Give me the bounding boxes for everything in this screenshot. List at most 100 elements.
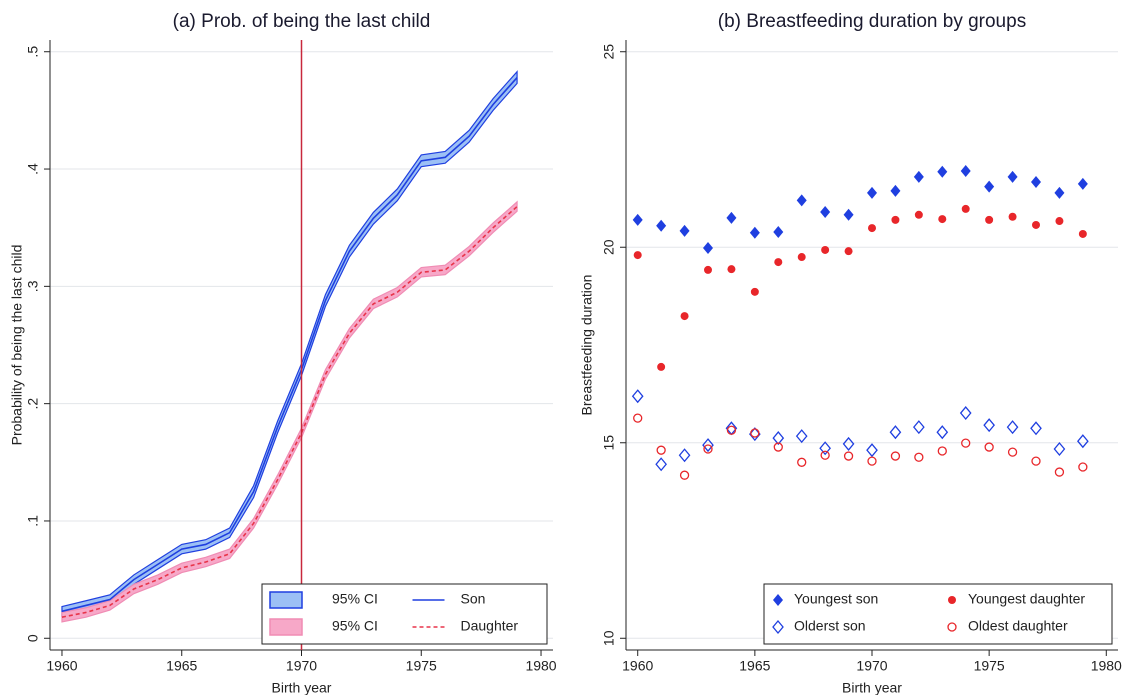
marker [821,245,830,254]
y-tick-label: 25 [601,44,617,60]
marker [890,451,901,461]
marker [750,287,759,296]
marker [1030,421,1042,436]
marker [680,312,689,321]
marker [773,225,784,238]
marker [866,443,878,458]
marker [656,219,667,232]
marker [819,441,831,456]
marker [961,438,971,448]
marker [937,446,947,456]
legend: Youngest son Youngest daughter Olderst son… [763,583,1113,645]
y-tick-label: 20 [601,239,617,255]
y-tick-label: .1 [25,515,41,527]
x-tick-label: 1965 [166,658,197,674]
marker [889,425,902,440]
marker [1006,420,1019,435]
x-tick-label: 1980 [1091,658,1122,674]
marker [727,265,736,274]
marker [890,184,901,197]
marker [1053,441,1066,457]
marker [1055,217,1064,226]
chart-title: (b) Breastfeeding duration by groups [718,11,1026,32]
x-tick-label: 1975 [406,658,437,674]
marker [1007,447,1018,457]
marker [678,448,691,463]
legend-swatch [948,596,956,604]
marker [1031,175,1041,188]
marker [937,165,948,178]
y-tick-label: 15 [601,435,617,451]
marker [961,204,970,213]
marker [844,247,853,256]
marker [631,389,644,404]
y-axis-label: Breastfeeding duration [579,275,595,416]
marker [774,258,783,267]
x-tick-label: 1960 [622,658,653,674]
marker [797,253,806,262]
marker [984,180,995,193]
ci-band [61,200,518,623]
marker [655,457,667,472]
legend-label: Youngest daughter [968,591,1085,607]
marker [702,438,714,453]
legend-label: Oldest daughter [968,618,1068,634]
marker [820,450,830,460]
marker [938,215,947,224]
marker [679,224,690,237]
marker [985,215,994,224]
marker [772,431,785,446]
chart-title: (a) Prob. of being the last child [173,11,431,32]
marker [1078,462,1088,472]
legend-box [261,583,548,645]
y-tick-label: .2 [25,398,41,410]
legend-swatch [772,619,784,635]
legend-swatch [269,618,303,636]
x-tick-label: 1970 [286,658,317,674]
legend-swatch [269,591,303,609]
marker [633,413,643,423]
legend-swatch [773,594,783,606]
legend-box [763,583,1113,645]
y-tick-label: 0 [25,634,41,642]
marker [842,436,855,451]
marker [749,226,760,239]
marker [1054,467,1065,477]
marker [936,425,949,440]
legend-swatch [947,622,957,632]
marker [1008,212,1017,221]
marker [1054,186,1065,199]
marker [959,406,972,421]
marker [913,420,925,435]
y-axis-label: Probability of being the last child [9,245,25,446]
marker [867,186,877,199]
x-tick-label: 1960 [46,658,77,674]
x-tick-label: 1980 [525,658,556,674]
legend: 95% CI Son 95% CI Daughter [261,583,548,645]
marker [656,445,666,455]
y-tick-label: .5 [25,46,41,58]
x-tick-label: 1965 [739,658,770,674]
marker [632,213,643,226]
marker [868,224,876,233]
marker [914,210,923,219]
marker [913,170,924,183]
marker [1007,170,1018,183]
marker [960,164,971,177]
marker [726,425,737,435]
marker [1078,229,1087,238]
x-axis-label: Birth year [842,680,902,695]
marker [750,428,760,438]
x-tick-label: 1975 [974,658,1005,674]
marker [703,444,713,454]
legend-label: Son [461,591,486,607]
panel: (a) Prob. of being the last child 0 .1 .2 .3… [9,11,557,695]
legend-label: 95% CI [332,591,378,607]
series-line [61,205,518,618]
marker [891,215,900,224]
legend-label: 95% CI [332,618,378,634]
legend-label: Youngest son [794,591,878,607]
marker [843,451,854,461]
marker [679,470,690,480]
marker [1077,177,1088,190]
